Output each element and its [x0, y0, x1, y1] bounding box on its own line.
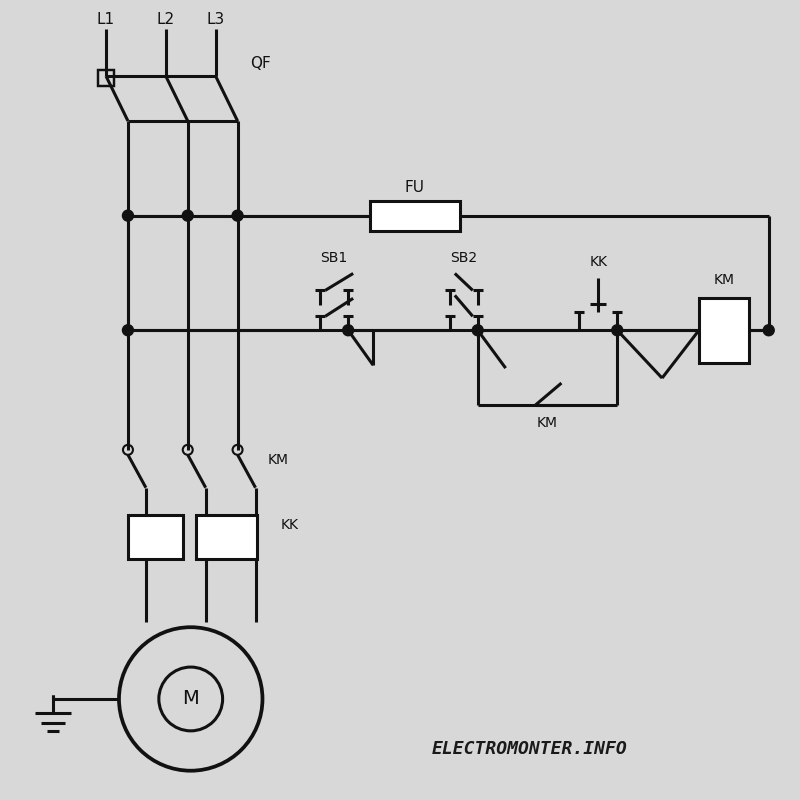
Circle shape — [612, 325, 622, 336]
Circle shape — [472, 325, 483, 336]
Bar — [128, 514, 182, 559]
Text: L2: L2 — [157, 12, 175, 27]
Bar — [196, 514, 258, 559]
Text: QF: QF — [250, 56, 271, 70]
Text: FU: FU — [405, 180, 425, 195]
Circle shape — [232, 210, 243, 221]
Circle shape — [763, 325, 774, 336]
Text: L1: L1 — [97, 12, 115, 27]
Text: KK: KK — [281, 518, 298, 531]
Text: ELECTROMONTER.INFO: ELECTROMONTER.INFO — [432, 740, 627, 758]
Circle shape — [182, 210, 194, 221]
Bar — [98, 70, 114, 86]
Circle shape — [342, 325, 354, 336]
Text: KM: KM — [267, 453, 289, 466]
Circle shape — [122, 325, 134, 336]
Text: KM: KM — [714, 274, 734, 287]
Text: SB1: SB1 — [321, 251, 348, 266]
Bar — [370, 201, 460, 230]
Text: L3: L3 — [206, 12, 225, 27]
Text: M: M — [182, 690, 199, 709]
Circle shape — [122, 210, 134, 221]
Text: KK: KK — [590, 255, 607, 270]
Text: SB2: SB2 — [450, 251, 478, 266]
Bar — [699, 298, 749, 362]
Text: KM: KM — [537, 416, 558, 430]
